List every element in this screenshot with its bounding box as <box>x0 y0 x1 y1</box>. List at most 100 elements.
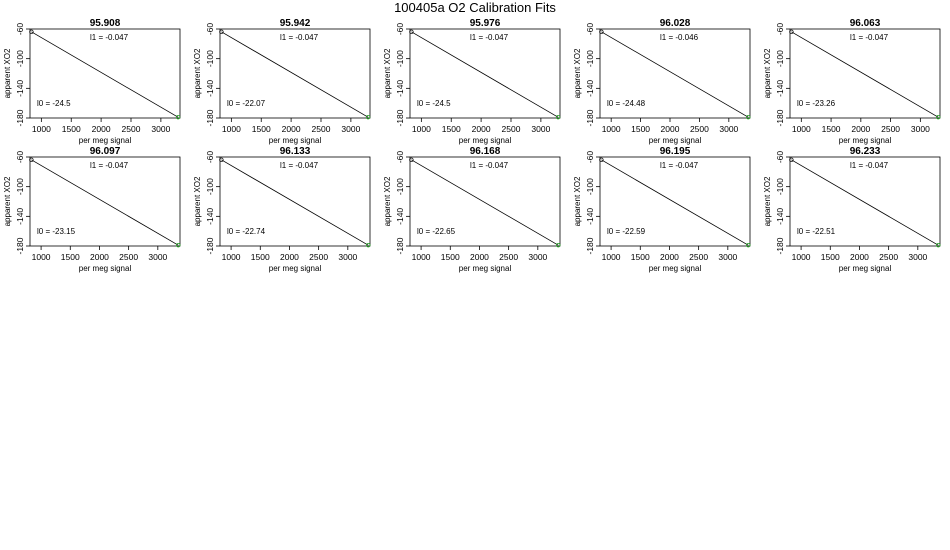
plot-frame <box>29 156 181 247</box>
fit-line <box>31 159 179 246</box>
chart-panel: 96.063 1000 1500 2000 2500 3000 -60 -100 -140 -18… <box>763 18 941 145</box>
fit-slope-label: l1 = -0.047 <box>470 33 509 42</box>
x-axis-label: per meg signal <box>649 136 702 145</box>
y-tick-label: -100 <box>15 178 25 195</box>
chart-panel: 96.233 1000 1500 2000 2500 3000 -60 -100 -140 -18… <box>763 146 941 273</box>
y-tick-label: -180 <box>395 109 405 126</box>
y-axis-label: apparent XO2 <box>763 48 772 98</box>
chart-title: 96.097 <box>90 146 121 157</box>
y-tick-label: -60 <box>585 151 595 164</box>
x-tick-label: 2000 <box>92 124 111 134</box>
data-point-green <box>746 114 751 120</box>
chart-title: 96.168 <box>470 146 501 157</box>
y-tick-label: -100 <box>585 50 595 67</box>
x-tick-label: 2000 <box>470 252 489 262</box>
x-tick-label: 1000 <box>602 252 621 262</box>
x-tick-label: 3000 <box>528 252 547 262</box>
y-tick-label: -60 <box>585 23 595 36</box>
y-tick-label: -60 <box>205 23 215 36</box>
x-tick-label: 2000 <box>850 252 869 262</box>
x-tick-label: 1500 <box>822 124 841 134</box>
y-tick-label: -180 <box>585 109 595 126</box>
chart-title: 95.976 <box>470 18 501 29</box>
x-axis-label: per meg signal <box>839 264 892 273</box>
y-tick-label: -180 <box>775 109 785 126</box>
x-tick-label: 2000 <box>661 124 680 134</box>
x-tick-label: 1000 <box>792 124 811 134</box>
data-point <box>219 157 224 162</box>
fit-slope-label: l1 = -0.046 <box>660 33 699 42</box>
y-axis-label: apparent XO2 <box>573 176 582 226</box>
x-tick-label: 3000 <box>341 124 360 134</box>
plot-frame <box>409 156 561 247</box>
y-tick-label: -140 <box>585 208 595 225</box>
plot-frame <box>599 156 751 247</box>
y-tick-label: -140 <box>585 80 595 97</box>
x-tick-label: 1500 <box>631 124 650 134</box>
x-axis-label: per meg signal <box>839 136 892 145</box>
y-tick-label: -60 <box>775 151 785 164</box>
y-tick-label: -140 <box>205 208 215 225</box>
data-point-green <box>556 242 561 248</box>
x-tick-label: 2500 <box>309 252 328 262</box>
x-tick-label: 1000 <box>222 252 241 262</box>
chart-panel: 96.168 1000 1500 2000 2500 3000 -60 -100 -140 -18… <box>383 146 561 273</box>
fit-intercept-label: l0 = -22.07 <box>227 99 266 108</box>
x-tick-label: 2500 <box>689 252 708 262</box>
fit-slope-label: l1 = -0.047 <box>280 33 319 42</box>
x-tick-label: 2500 <box>690 124 709 134</box>
plot-frame <box>599 28 751 119</box>
fit-slope-label: l1 = -0.047 <box>660 161 699 170</box>
x-tick-label: 1000 <box>412 252 431 262</box>
chart-title: 96.195 <box>660 146 691 157</box>
y-tick-label: -180 <box>775 237 785 254</box>
y-tick-label: -140 <box>395 208 405 225</box>
x-tick-label: 1000 <box>32 124 51 134</box>
y-tick-label: -100 <box>585 178 595 195</box>
fit-intercept-label: l0 = -22.65 <box>417 227 456 236</box>
data-point-green <box>936 242 941 248</box>
x-tick-label: 1500 <box>62 124 81 134</box>
chart-panel: 96.133 1000 1500 2000 2500 3000 -60 -100 -140 -18… <box>193 146 371 273</box>
x-tick-label: 1500 <box>61 252 80 262</box>
y-tick-label: -100 <box>15 50 25 67</box>
page-title: 100405a O2 Calibration Fits <box>394 0 556 15</box>
fit-intercept-label: l0 = -24.5 <box>417 99 451 108</box>
data-point-green <box>175 114 181 120</box>
x-tick-label: 1000 <box>792 252 811 262</box>
x-tick-label: 2500 <box>119 252 138 262</box>
plot-frame <box>789 156 941 247</box>
x-tick-label: 2000 <box>851 124 870 134</box>
fit-line <box>791 159 939 246</box>
x-tick-label: 2500 <box>879 252 898 262</box>
y-tick-label: -180 <box>205 237 215 254</box>
y-tick-label: -60 <box>395 151 405 164</box>
x-axis-label: per meg signal <box>79 264 132 273</box>
fit-line <box>601 159 749 246</box>
y-tick-label: -60 <box>395 23 405 36</box>
y-tick-label: -140 <box>15 208 25 225</box>
y-axis-label: apparent XO2 <box>193 48 202 98</box>
fit-slope-label: l1 = -0.047 <box>850 33 889 42</box>
y-tick-label: -180 <box>15 109 25 126</box>
x-tick-label: 1000 <box>412 124 431 134</box>
chart-title: 96.233 <box>850 146 881 157</box>
fit-intercept-label: l0 = -23.15 <box>37 227 76 236</box>
fit-intercept-label: l0 = -22.51 <box>797 227 836 236</box>
fit-line <box>221 31 369 118</box>
x-axis-label: per meg signal <box>459 264 512 273</box>
x-axis-label: per meg signal <box>269 136 322 145</box>
x-axis-label: per meg signal <box>459 136 512 145</box>
data-point <box>789 157 794 162</box>
x-tick-label: 2500 <box>312 124 331 134</box>
plot-frame <box>219 156 371 247</box>
x-tick-label: 2500 <box>499 252 518 262</box>
fit-intercept-label: l0 = -22.74 <box>227 227 266 236</box>
x-tick-label: 1000 <box>602 124 621 134</box>
y-tick-label: -140 <box>395 80 405 97</box>
data-point <box>789 29 794 34</box>
fit-line <box>411 31 559 118</box>
data-point-green <box>176 242 181 248</box>
y-axis-label: apparent XO2 <box>383 176 392 226</box>
